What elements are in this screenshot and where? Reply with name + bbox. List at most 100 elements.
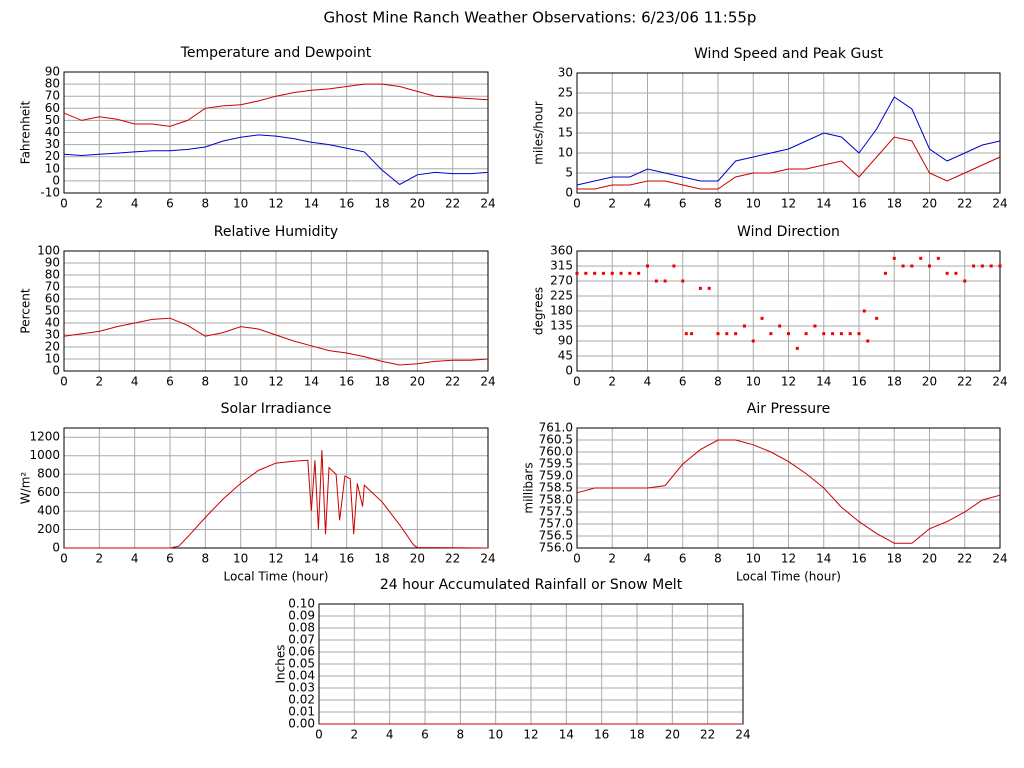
- plot-frame: [63, 71, 489, 194]
- x-tick-label: 6: [166, 375, 174, 389]
- data-point: [857, 332, 861, 336]
- x-tick-label: 22: [445, 552, 460, 566]
- data-point: [910, 264, 914, 268]
- data-point: [575, 271, 579, 275]
- y-tick-label: -10: [40, 186, 60, 200]
- x-tick-label: 6: [166, 552, 174, 566]
- y-tick-label: 30: [558, 66, 573, 80]
- x-tick-label: 6: [679, 552, 687, 566]
- x-tick-label: 8: [202, 552, 210, 566]
- x-tick-label: 2: [96, 552, 104, 566]
- y-tick-label: 80: [45, 268, 60, 282]
- y-tick-label: 759.0: [539, 469, 573, 483]
- data-point: [672, 264, 676, 268]
- x-tick-label: 12: [268, 375, 283, 389]
- y-tick-label: 200: [37, 522, 60, 536]
- data-point: [945, 271, 949, 275]
- x-tick-label: 6: [679, 375, 687, 389]
- x-tick-label: 10: [746, 375, 761, 389]
- x-tick-label: 10: [746, 552, 761, 566]
- x-tick-label: 20: [665, 728, 680, 742]
- y-axis-label: Inches: [274, 645, 288, 684]
- x-tick-label: 4: [131, 552, 139, 566]
- chart: Wind Directiondegrees0459013518022527031…: [532, 224, 1008, 389]
- data-point: [663, 279, 667, 283]
- x-tick-label: 8: [457, 728, 465, 742]
- data-point: [928, 264, 931, 268]
- data-point: [901, 264, 905, 268]
- x-tick-label: 2: [96, 375, 104, 389]
- data-point: [584, 271, 588, 275]
- plot-frame: [576, 250, 1001, 372]
- x-tick-label: 14: [816, 197, 831, 211]
- data-point: [866, 339, 870, 343]
- y-tick-label: 0.04: [288, 669, 315, 683]
- y-tick-label: 135: [550, 319, 573, 333]
- y-tick-label: 10: [45, 161, 60, 175]
- y-tick-label: 225: [550, 289, 573, 303]
- y-tick-label: 5: [565, 166, 573, 180]
- x-tick-label: 20: [410, 375, 425, 389]
- data-point: [972, 264, 976, 268]
- data-point: [963, 279, 967, 283]
- x-tick-label: 24: [480, 197, 495, 211]
- x-tick-label: 24: [480, 552, 495, 566]
- x-tick-label: 20: [922, 375, 937, 389]
- x-tick-label: 16: [339, 552, 354, 566]
- y-tick-label: 25: [558, 86, 573, 100]
- y-axis-label: W/m²: [19, 472, 33, 505]
- y-tick-label: 45: [558, 349, 573, 363]
- y-tick-label: 20: [45, 340, 60, 354]
- y-tick-label: 759.5: [539, 457, 573, 471]
- x-tick-label: 0: [573, 197, 581, 211]
- x-tick-label: 18: [887, 552, 902, 566]
- y-tick-label: 30: [45, 328, 60, 342]
- x-tick-label: 4: [644, 552, 652, 566]
- y-tick-label: 0: [565, 186, 573, 200]
- data-point: [892, 256, 896, 260]
- data-point: [883, 271, 887, 275]
- y-tick-label: 0: [52, 364, 60, 378]
- y-tick-label: 60: [45, 101, 60, 115]
- y-tick-label: 80: [45, 77, 60, 91]
- y-tick-label: 10: [45, 352, 60, 366]
- y-tick-label: 0.05: [288, 657, 315, 671]
- y-tick-label: 315: [550, 259, 573, 273]
- x-tick-label: 12: [268, 197, 283, 211]
- x-tick-label: 10: [488, 728, 503, 742]
- x-tick-label: 10: [746, 197, 761, 211]
- x-tick-label: 16: [851, 197, 866, 211]
- x-tick-label: 22: [957, 552, 972, 566]
- x-tick-label: 18: [374, 552, 389, 566]
- data-point: [848, 332, 852, 336]
- data-point: [839, 332, 843, 336]
- chart: Relative HumidityPercent0102030405060708…: [19, 224, 496, 389]
- data-point: [795, 346, 799, 350]
- y-tick-label: 90: [558, 334, 573, 348]
- x-tick-label: 0: [60, 552, 68, 566]
- data-point: [769, 332, 773, 336]
- y-tick-label: 60: [45, 292, 60, 306]
- x-tick-label: 10: [233, 375, 248, 389]
- data-line: [63, 317, 489, 366]
- data-point: [684, 332, 688, 336]
- x-tick-label: 6: [421, 728, 429, 742]
- data-point: [822, 332, 826, 336]
- x-tick-label: 24: [992, 375, 1007, 389]
- data-point: [862, 309, 866, 313]
- y-tick-label: 400: [37, 504, 60, 518]
- y-tick-label: 0.09: [288, 609, 315, 623]
- data-point: [980, 264, 984, 268]
- data-point: [998, 264, 1002, 268]
- x-tick-label: 0: [315, 728, 323, 742]
- data-point: [628, 271, 632, 275]
- y-tick-label: 20: [45, 149, 60, 163]
- y-tick-label: 0.01: [288, 705, 315, 719]
- data-point: [989, 264, 993, 268]
- x-tick-label: 24: [480, 375, 495, 389]
- chart: Air Pressure millibars Local Time (hour) 75…: [522, 401, 1008, 584]
- plot-frame: [63, 250, 489, 372]
- x-tick-label: 0: [60, 375, 68, 389]
- data-point: [698, 286, 702, 290]
